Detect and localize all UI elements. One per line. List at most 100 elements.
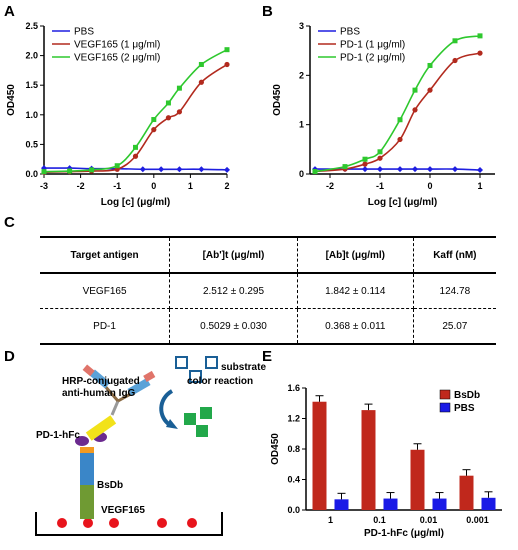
hrp-tag-left bbox=[82, 364, 95, 377]
data-point bbox=[89, 167, 95, 173]
panel-label-c: C bbox=[4, 214, 15, 231]
bar bbox=[481, 497, 496, 510]
y-tick-label: 2.5 bbox=[25, 21, 38, 31]
panel-label-b: B bbox=[262, 3, 273, 20]
substrate-square bbox=[189, 370, 202, 383]
reaction-arrow-head bbox=[166, 419, 178, 429]
y-tick-label: 0 bbox=[299, 169, 304, 179]
data-point bbox=[397, 136, 403, 143]
y-tick-label: 1.0 bbox=[25, 110, 38, 120]
y-tick-label: 0.0 bbox=[287, 505, 300, 515]
series-line-1 bbox=[314, 52, 481, 173]
data-point bbox=[377, 155, 383, 161]
data-point bbox=[165, 115, 172, 121]
bar bbox=[361, 410, 376, 510]
igg-arm-left bbox=[102, 384, 120, 402]
data-point bbox=[452, 38, 458, 44]
bsdb-blue-segment bbox=[80, 451, 94, 485]
data-point bbox=[133, 144, 138, 150]
x-tick-label: -2 bbox=[77, 181, 85, 191]
data-point bbox=[452, 166, 458, 173]
x-tick-label: 1 bbox=[477, 181, 482, 191]
x-tick-label: 2 bbox=[224, 181, 229, 191]
table-cell: 25.07 bbox=[413, 308, 496, 345]
data-point bbox=[427, 62, 433, 68]
vegf-dot bbox=[187, 518, 197, 528]
y-tick-label: 2 bbox=[299, 70, 304, 80]
data-point bbox=[132, 153, 139, 159]
data-point bbox=[198, 79, 204, 85]
data-point bbox=[427, 87, 433, 93]
x-tick-label: -2 bbox=[326, 181, 334, 191]
data-point bbox=[67, 168, 73, 174]
pd1-domain-left bbox=[75, 436, 89, 446]
product-square bbox=[200, 407, 212, 419]
y-tick-label: 1.5 bbox=[25, 80, 38, 90]
igg-stem bbox=[110, 400, 120, 416]
y-tick-label: 0.4 bbox=[287, 475, 300, 485]
data-point bbox=[41, 169, 47, 175]
data-point bbox=[362, 166, 368, 173]
x-tick-label: 1 bbox=[328, 515, 333, 525]
data-point bbox=[412, 166, 418, 173]
vegf-dot bbox=[109, 518, 119, 528]
data-point bbox=[412, 107, 418, 113]
data-point bbox=[452, 57, 458, 64]
hfc-yellow-segment bbox=[85, 415, 117, 441]
x-tick-label: -1 bbox=[376, 181, 384, 191]
bsdb-label: BsDb bbox=[97, 480, 124, 491]
y-tick-label: 0.8 bbox=[287, 444, 300, 454]
bar bbox=[383, 498, 398, 510]
data-point bbox=[312, 169, 318, 175]
x-tick-label: 0.001 bbox=[466, 515, 489, 525]
y-tick-label: 3 bbox=[299, 21, 304, 31]
data-point bbox=[427, 166, 433, 173]
x-tick-label: -1 bbox=[113, 181, 121, 191]
data-point bbox=[151, 127, 157, 133]
x-axis-label: Log [c] (μg/ml) bbox=[368, 197, 437, 208]
x-tick-label: 0.1 bbox=[373, 515, 386, 525]
data-point bbox=[362, 156, 368, 162]
hrp-tag-right bbox=[143, 370, 156, 382]
bar bbox=[334, 499, 349, 510]
data-point bbox=[477, 50, 483, 56]
table-cell: PD-1 bbox=[40, 308, 171, 345]
legend-swatch bbox=[439, 389, 451, 400]
data-point bbox=[114, 163, 120, 169]
color-reaction-label: color reaction bbox=[187, 376, 254, 387]
vegf-dot bbox=[157, 518, 167, 528]
igg-arm-left-segment bbox=[89, 369, 111, 389]
table-header-ab: [Ab]t (μg/ml) bbox=[297, 236, 414, 274]
y-tick-label: 0.5 bbox=[25, 139, 38, 149]
series-line-2 bbox=[43, 48, 228, 173]
data-point bbox=[224, 47, 230, 53]
x-tick-label: 0.01 bbox=[420, 515, 438, 525]
chart-b: 0 1 2 3 -2 -1 0 1 Log [c] (μg/ml) OD450 PBS PD-1 (1… bbox=[272, 21, 495, 208]
data-point bbox=[224, 61, 230, 68]
x-axis-label: Log [c] (μg/ml) bbox=[101, 197, 170, 208]
table-cell: 2.512 ± 0.295 bbox=[169, 273, 298, 309]
vegf-dot bbox=[83, 518, 93, 528]
panel-label-e: E bbox=[262, 348, 273, 365]
legend-label: VEGF165 (1 μg/ml) bbox=[74, 40, 160, 51]
table-cell: 0.5029 ± 0.030 bbox=[169, 308, 298, 345]
igg-arm-right-segment bbox=[127, 378, 151, 396]
legend-label: PD-1 (1 μg/ml) bbox=[340, 40, 405, 51]
x-tick-label: 0 bbox=[151, 181, 156, 191]
data-point bbox=[176, 85, 182, 91]
legend-label: BsDb bbox=[454, 390, 480, 401]
reaction-arrow bbox=[159, 389, 174, 427]
hrp-label: HRP-conjugated anti-human IgG bbox=[62, 376, 140, 399]
y-tick-label: 1.2 bbox=[287, 414, 300, 424]
table-cell: VEGF165 bbox=[40, 273, 171, 309]
table-cell: 0.368 ± 0.011 bbox=[297, 308, 414, 345]
vegf-dot bbox=[57, 518, 67, 528]
data-point bbox=[139, 166, 146, 173]
data-point bbox=[397, 166, 403, 173]
data-point bbox=[342, 164, 348, 170]
table-row: VEGF165 2.512 ± 0.295 1.842 ± 0.114 124.… bbox=[40, 273, 496, 309]
table-row: PD-1 0.5029 ± 0.030 0.368 ± 0.011 25.07 bbox=[40, 308, 496, 345]
pd1-label: PD-1-hFc bbox=[36, 430, 80, 441]
data-point bbox=[377, 149, 383, 155]
bsdb-orange-cap bbox=[80, 447, 94, 453]
